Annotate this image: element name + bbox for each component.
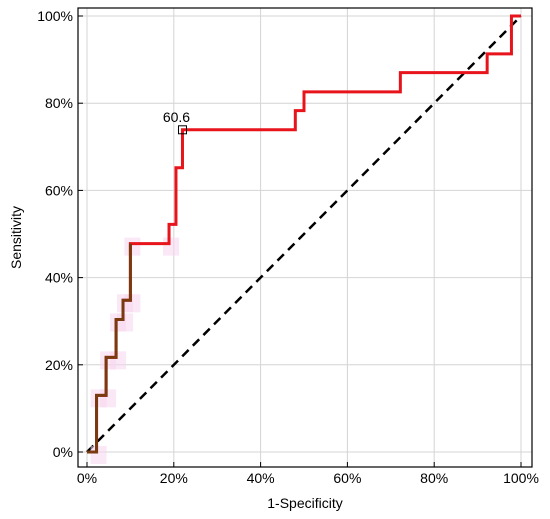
- cutoff-label: 60.6: [163, 109, 190, 125]
- confidence-band: [100, 389, 117, 408]
- x-tick-label: 0%: [77, 470, 97, 486]
- roc-curve-lower-segment: [87, 243, 132, 454]
- plot-frame: [77, 7, 533, 468]
- reference-diagonal-line: [86, 15, 522, 453]
- confidence-band: [124, 237, 141, 256]
- confidence-band: [163, 237, 180, 256]
- x-tick-label: 100%: [503, 470, 539, 486]
- annotations: 60.6: [163, 109, 190, 135]
- roc-curve-layer: [87, 14, 521, 464]
- cutoff-marker: [177, 125, 187, 135]
- y-axis-label: Sensitivity: [8, 206, 24, 269]
- confidence-band: [110, 351, 127, 370]
- reference-line-layer: [86, 15, 522, 453]
- y-tick-label: 60%: [45, 182, 73, 198]
- y-tick-label: 80%: [45, 95, 73, 111]
- x-tick-label: 20%: [160, 470, 188, 486]
- y-tick-label: 20%: [45, 357, 73, 373]
- x-tick-label: 40%: [247, 470, 275, 486]
- confidence-band: [124, 294, 141, 313]
- confidence-band: [90, 446, 107, 464]
- x-tick-label: 80%: [420, 470, 448, 486]
- confidence-band: [117, 313, 134, 332]
- y-tick-label: 40%: [45, 270, 73, 286]
- y-tick-label: 0%: [53, 444, 73, 460]
- x-axis-ticks: 0% 20% 40% 60% 80% 100%: [77, 462, 539, 486]
- x-axis-label: 1-Specificity: [267, 495, 342, 511]
- grid-lines: [78, 8, 532, 467]
- x-tick-label: 60%: [333, 470, 361, 486]
- y-tick-label: 100%: [37, 8, 73, 24]
- y-axis-ticks: 0% 20% 40% 60% 80% 100%: [37, 8, 83, 460]
